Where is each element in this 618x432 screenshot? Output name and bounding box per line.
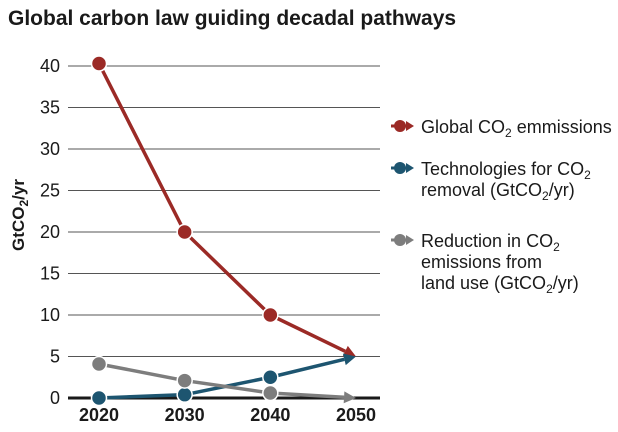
legend-marker xyxy=(394,162,406,174)
legend-label-subscript: 2 xyxy=(505,126,512,140)
x-axis: 2020 2030 2040 2050 xyxy=(79,405,376,425)
legend-marker xyxy=(394,120,406,132)
y-tick-label: 40 xyxy=(40,56,60,76)
grid xyxy=(68,65,380,400)
legend-label: Reduction in CO2 xyxy=(421,231,560,254)
legend-label-part: emissions from xyxy=(421,252,542,272)
series-group xyxy=(90,55,356,407)
x-tick-label: 2050 xyxy=(336,405,376,425)
legend-label: removal (GtCO2/yr) xyxy=(421,180,575,203)
series-arrowhead xyxy=(343,391,356,404)
y-axis-label: GtCO2/yr xyxy=(9,179,31,251)
legend-item-0: Global CO2 emmissions xyxy=(391,117,612,140)
series-line xyxy=(97,62,346,353)
legend-label-part: land use (GtCO xyxy=(421,273,546,293)
legend-marker xyxy=(394,234,406,246)
legend-label-part: Reduction in CO xyxy=(421,231,553,251)
legend-label: Technologies for CO2 xyxy=(421,159,591,182)
data-point xyxy=(262,306,279,324)
y-tick-label: 15 xyxy=(40,264,60,284)
legend-arrowhead xyxy=(406,121,414,131)
y-axis-label-sub: 2 xyxy=(17,200,31,207)
y-tick-label: 0 xyxy=(50,388,60,408)
data-point xyxy=(262,369,279,386)
data-point xyxy=(176,372,193,389)
legend-label-subscript: 2 xyxy=(584,168,591,182)
legend-arrowhead xyxy=(406,163,414,173)
y-tick-label: 25 xyxy=(40,181,60,201)
y-tick-label: 10 xyxy=(40,305,60,325)
y-tick-label: 35 xyxy=(40,98,60,118)
y-axis-label-suffix: /yr xyxy=(9,179,28,200)
legend-label-part: Global CO xyxy=(421,117,505,137)
y-tick-label: 5 xyxy=(50,347,60,367)
y-axis: 0 5 10 15 20 25 30 35 40 xyxy=(40,56,60,408)
legend-label-subscript: 2 xyxy=(542,189,549,203)
legend-label-part: removal (GtCO xyxy=(421,180,542,200)
x-tick-label: 2040 xyxy=(250,405,290,425)
data-point xyxy=(90,55,108,72)
x-tick-label: 2030 xyxy=(165,405,205,425)
legend-label: emissions from xyxy=(421,252,542,272)
y-axis-label-main: GtCO xyxy=(9,207,28,251)
series-arrowhead xyxy=(342,345,356,357)
y-tick-label: 30 xyxy=(40,139,60,159)
legend-label-subscript: 2 xyxy=(553,240,560,254)
data-point xyxy=(90,355,108,373)
legend-label-part: /yr) xyxy=(549,180,575,200)
data-point xyxy=(176,386,193,403)
series-0 xyxy=(90,55,356,357)
series-arrowhead xyxy=(342,353,356,366)
series-line xyxy=(98,362,345,400)
legend-label: land use (GtCO2/yr) xyxy=(421,273,579,296)
legend-label-part: /yr) xyxy=(553,273,579,293)
legend-label-part: emmissions xyxy=(512,117,612,137)
data-point xyxy=(176,223,193,241)
series-line xyxy=(98,357,345,400)
y-tick-label: 20 xyxy=(40,222,60,242)
legend-arrowhead xyxy=(406,235,414,245)
x-tick-label: 2020 xyxy=(79,405,119,425)
legend-label-part: Technologies for CO xyxy=(421,159,584,179)
legend-label-subscript: 2 xyxy=(546,282,553,296)
data-point xyxy=(262,384,279,402)
legend-label: Global CO2 emmissions xyxy=(421,117,612,140)
chart-title: Global carbon law guiding decadal pathwa… xyxy=(8,7,456,30)
data-point xyxy=(90,389,108,407)
series-2 xyxy=(90,355,356,404)
